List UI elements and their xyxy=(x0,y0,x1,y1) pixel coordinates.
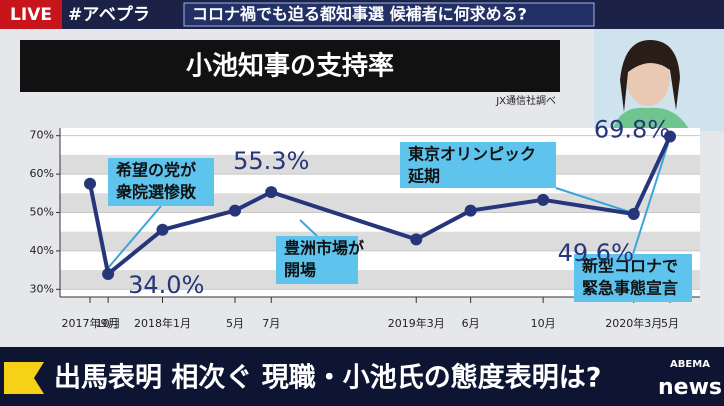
ticker-text: 出馬表明 相次ぐ 現職・小池氏の態度表明は? xyxy=(54,362,601,394)
x-tick-label: 2017年9月 xyxy=(62,316,119,330)
annotation-text: 延期 xyxy=(407,167,440,186)
point xyxy=(537,193,550,206)
annotation-pointer xyxy=(555,187,637,215)
value-label: 34.0% xyxy=(128,271,204,299)
point xyxy=(84,177,96,190)
annotation-box xyxy=(276,236,358,284)
series-line xyxy=(88,135,672,276)
annotation-text: 東京オリンピック xyxy=(408,145,536,164)
y-tick-label: 30% xyxy=(30,282,54,295)
headline: コロナ禍でも迫る都知事選 候補者に何求める? xyxy=(192,5,527,24)
source: JX通信社調べ xyxy=(495,94,556,107)
y-tick-label: 60% xyxy=(30,167,54,180)
x-tick-label: 7月 xyxy=(262,317,280,330)
annotation-pointer xyxy=(632,143,669,255)
logo-brand: ABEMA xyxy=(670,359,710,370)
grid-band xyxy=(60,231,700,251)
annotation-box xyxy=(108,158,214,206)
headline-box xyxy=(183,2,595,27)
ticker-icon xyxy=(4,362,44,394)
annotation-text: 衆院選惨敗 xyxy=(116,183,197,202)
x-tick-label: 2019年3月 xyxy=(388,316,445,330)
point xyxy=(156,223,169,236)
value-label: 69.8% xyxy=(594,115,670,143)
annotation-text: 新型コロナで xyxy=(582,257,678,276)
presenter-clothes xyxy=(612,107,690,131)
point xyxy=(265,186,278,199)
annotation-text: 緊急事態宣言 xyxy=(582,279,678,298)
y-tick-label: 40% xyxy=(30,244,54,257)
x-tick-label: 2020年3月 xyxy=(605,316,662,330)
value-label: 49.6% xyxy=(558,239,634,267)
annotation-text: 希望の党が xyxy=(116,161,196,180)
annotation-text: 開場 xyxy=(284,261,316,280)
title-bar xyxy=(20,40,560,92)
annotation-pointer xyxy=(299,219,318,237)
ticker-bar xyxy=(0,347,724,406)
presenter-hair xyxy=(620,40,680,112)
chart-title: 小池知事の支持率 xyxy=(186,51,394,82)
point xyxy=(102,267,115,280)
logo-name: news xyxy=(658,375,722,400)
point xyxy=(229,204,241,217)
x-tick-label: 5月 xyxy=(226,317,244,330)
x-tick-label: 6月 xyxy=(462,317,480,330)
annotation-text: 豊洲市場が xyxy=(284,239,364,258)
live-label: LIVE xyxy=(10,5,52,25)
x-tick-label: 5月 xyxy=(661,317,679,330)
live-badge xyxy=(0,0,62,29)
point xyxy=(464,204,477,217)
y-tick-label: 50% xyxy=(30,206,54,219)
point xyxy=(627,208,640,221)
x-tick-label: 2018年1月 xyxy=(134,316,191,330)
point xyxy=(410,233,423,246)
point xyxy=(664,130,676,143)
annotation-box xyxy=(574,254,692,302)
y-tick-label: 70% xyxy=(30,129,54,142)
grid-band xyxy=(60,270,700,290)
x-tick-label: 10月 xyxy=(531,317,556,330)
hashtag: #アベプラ xyxy=(68,4,150,25)
x-tick-label: 10月 xyxy=(96,317,121,330)
annotation-pointer xyxy=(107,205,162,269)
value-label: 55.3% xyxy=(233,147,309,175)
annotation-box xyxy=(400,142,556,188)
